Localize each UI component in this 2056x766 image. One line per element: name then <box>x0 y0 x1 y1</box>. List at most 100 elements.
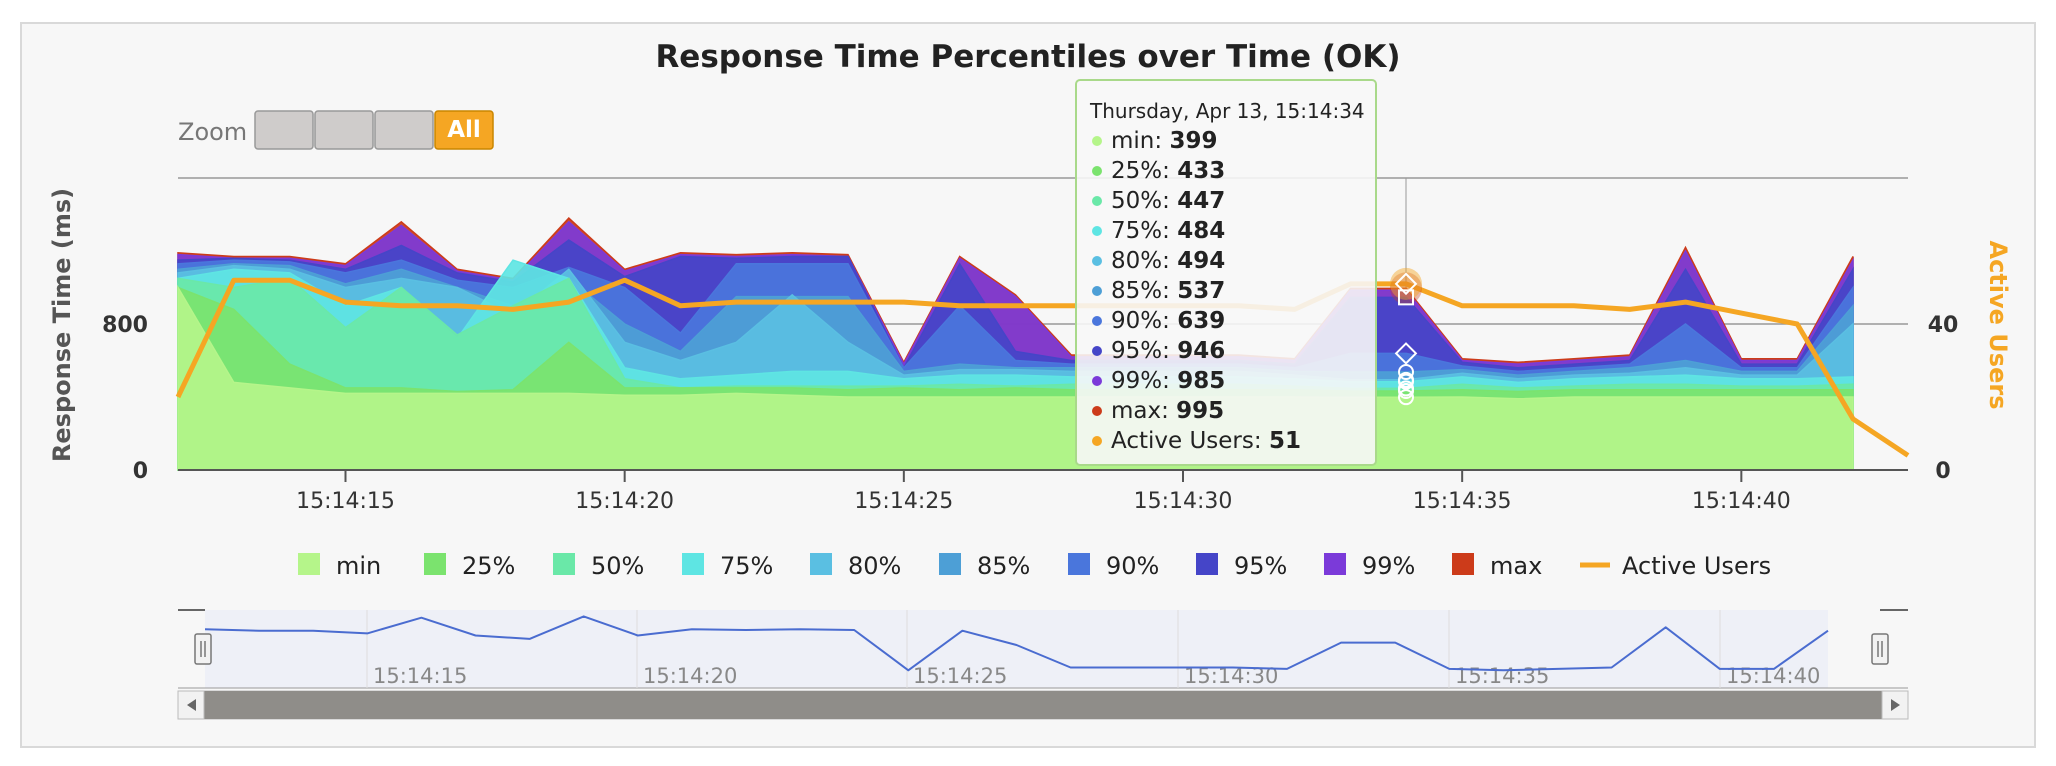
navigator-tick-label: 15:14:20 <box>643 664 737 688</box>
legend-item-50pct[interactable]: 50% <box>553 552 644 580</box>
legend-label: 85% <box>977 552 1030 580</box>
tooltip-row: 95%: 946 <box>1111 338 1225 364</box>
legend-swatch <box>939 553 961 575</box>
tooltip-row-value: 399 <box>1169 128 1217 154</box>
hover-marker <box>1398 363 1414 380</box>
legend-item-active-users[interactable]: Active Users <box>1580 552 1771 580</box>
legend-swatch <box>298 553 320 575</box>
tooltip-box <box>1075 79 1377 466</box>
tooltip-row: 99%: 985 <box>1111 368 1225 394</box>
tooltip-dot <box>1092 346 1102 356</box>
tooltip-dot <box>1092 196 1102 206</box>
tooltip-row-value: 447 <box>1177 188 1225 214</box>
legend-label: min <box>336 552 381 580</box>
legend-item-85pct[interactable]: 85% <box>939 552 1030 580</box>
hover-marker <box>1398 371 1414 388</box>
plot-axes: 15:14:15 15:14:20 15:14:25 15:14:30 15:14:35… <box>102 313 1958 514</box>
zoom-button-bg[interactable] <box>254 110 314 150</box>
legend-label: max <box>1490 552 1542 580</box>
tooltip-dot <box>1092 406 1102 416</box>
zoom-button-2[interactable] <box>374 110 434 150</box>
legend-label: 75% <box>720 552 773 580</box>
tooltip-row-value: 433 <box>1177 158 1225 184</box>
legend-label: 90% <box>1106 552 1159 580</box>
x-tick-label: 15:14:30 <box>1134 489 1233 514</box>
hover-marker <box>1398 389 1414 406</box>
tooltip-row-value: 537 <box>1177 278 1225 304</box>
tooltip-dot <box>1092 316 1102 326</box>
y2-axis-title: Active Users <box>1984 241 2012 410</box>
legend-swatch <box>553 553 575 575</box>
hover-marker <box>1394 342 1418 365</box>
legend-item-min[interactable]: min <box>298 552 381 580</box>
navigator-tick-label: 15:14:15 <box>373 664 467 688</box>
tooltip-row-value: 484 <box>1177 218 1225 244</box>
active-users-line <box>175 277 1910 458</box>
tooltip-row-value: 51 <box>1269 428 1301 454</box>
zoom-button-bg[interactable] <box>374 110 434 150</box>
zoom-button-0[interactable] <box>254 110 314 150</box>
legend-item-80pct[interactable]: 80% <box>810 552 901 580</box>
scrollbar-thumb[interactable] <box>204 691 1882 719</box>
navigator-scrollbar[interactable] <box>177 690 1909 720</box>
legend-label: 25% <box>462 552 515 580</box>
legend-label: Active Users <box>1622 552 1771 580</box>
tooltip-row-value: 995 <box>1176 398 1224 424</box>
tooltip-row-label: max: <box>1111 398 1176 424</box>
legend-item-25pct[interactable]: 25% <box>424 552 515 580</box>
zoom-button-bg[interactable] <box>434 110 494 150</box>
legend-item-99pct[interactable]: 99% <box>1324 552 1415 580</box>
legend-item-max[interactable]: max <box>1452 552 1542 580</box>
tooltip-dot <box>1092 286 1102 296</box>
y-tick-label: 0 <box>133 459 148 484</box>
tooltip-row-label: 95%: <box>1111 338 1177 364</box>
navigator-handle-right[interactable] <box>1871 633 1889 665</box>
zoom-button-3[interactable]: All <box>434 110 494 150</box>
tooltip-dot <box>1092 436 1102 446</box>
x-tick-label: 15:14:15 <box>296 489 395 514</box>
tooltip-row-label: Active Users: <box>1111 428 1269 454</box>
tooltip-row: max: 995 <box>1111 398 1224 424</box>
y-axis-title: Response Time (ms) <box>48 188 76 462</box>
x-tick-label: 15:14:40 <box>1692 489 1791 514</box>
scrollbar-left-button[interactable] <box>177 690 205 720</box>
zoom-button-label[interactable]: All <box>447 117 481 143</box>
zoom-button-1[interactable] <box>314 110 374 150</box>
hover-marker <box>1398 380 1414 397</box>
legend-label: 99% <box>1362 552 1415 580</box>
legend-item-95pct[interactable]: 95% <box>1196 552 1287 580</box>
y2-tick-label: 40 <box>1928 313 1959 338</box>
tooltip-row: Active Users: 51 <box>1111 428 1301 454</box>
legend-swatch <box>1196 553 1218 575</box>
scroll-left-arrow-icon[interactable] <box>187 699 196 711</box>
hover-marker <box>1398 289 1414 306</box>
navigator: 15:14:15 15:14:20 15:14:25 15:14:30 15:14:35… <box>177 609 1909 720</box>
tooltip-dot <box>1092 166 1102 176</box>
tooltip-row: min: 399 <box>1111 128 1217 154</box>
tooltip-row-label: 50%: <box>1111 188 1177 214</box>
zoom-label: Zoom <box>178 118 247 146</box>
plot-line <box>175 277 1910 458</box>
navigator-tick-label: 15:14:40 <box>1726 664 1820 688</box>
tooltip-row: 50%: 447 <box>1111 188 1225 214</box>
legend-swatch <box>1324 553 1346 575</box>
tooltip-row-value: 985 <box>1177 368 1225 394</box>
navigator-handle-left-body[interactable] <box>194 633 212 665</box>
tooltip-row-value: 639 <box>1177 308 1225 334</box>
legend-item-75pct[interactable]: 75% <box>682 552 773 580</box>
zoom-button-bg[interactable] <box>314 110 374 150</box>
x-tick-label: 15:14:35 <box>1413 489 1512 514</box>
y-tick-label: 800 <box>102 313 148 338</box>
x-tick-label: 15:14:20 <box>575 489 674 514</box>
tooltip-header: Thursday, Apr 13, 15:14:34 <box>1089 99 1365 123</box>
tooltip-row: 80%: 494 <box>1111 248 1225 274</box>
navigator-tick-label: 15:14:35 <box>1455 664 1549 688</box>
legend-swatch <box>810 553 832 575</box>
tooltip-row-label: 85%: <box>1111 278 1177 304</box>
navigator-handle-left[interactable] <box>194 633 212 665</box>
legend-item-90pct[interactable]: 90% <box>1068 552 1159 580</box>
legend-label: 95% <box>1234 552 1287 580</box>
scroll-right-arrow-icon[interactable] <box>1891 699 1900 711</box>
hover-markers <box>1390 267 1422 406</box>
navigator-handle-right-body[interactable] <box>1871 633 1889 665</box>
